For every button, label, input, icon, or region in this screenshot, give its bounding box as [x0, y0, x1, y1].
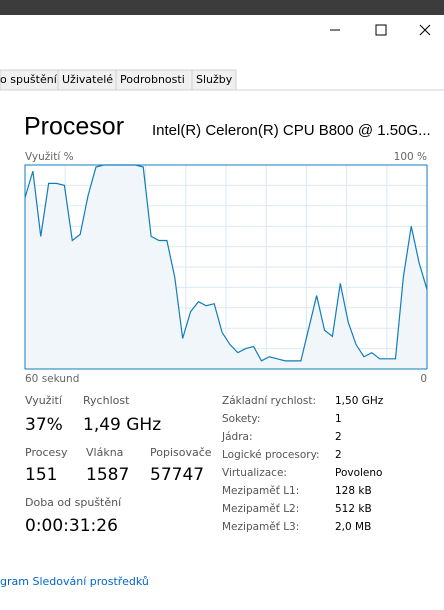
stat-value: 37% [25, 415, 63, 435]
stat-value: 57747 [150, 465, 204, 485]
detail-label: Jádra: [221, 431, 253, 443]
close-button[interactable] [419, 24, 431, 36]
stat-value: 1,49 GHz [83, 415, 161, 435]
stat-value: 151 [25, 465, 57, 485]
detail-value: 128 kB [335, 485, 372, 497]
detail-label: Sokety: [222, 413, 260, 425]
detail-value: Povoleno [335, 467, 382, 479]
detail-value: 2 [335, 431, 342, 443]
stat-label: Rychlost [83, 394, 130, 407]
detail-value: 2,0 MB [335, 521, 371, 533]
graph-border [24, 164, 428, 370]
tab[interactable]: Podrobnosti [120, 73, 185, 86]
detail-value: 1 [335, 413, 342, 425]
usage-line [24, 164, 428, 362]
detail-label: Mezipaměť L3: [222, 521, 299, 533]
stat-label: Vlákna [86, 446, 123, 459]
detail-label: Logické procesory: [222, 449, 320, 461]
x-left-label: 60 sekund [25, 373, 79, 385]
top-bar [0, 0, 444, 15]
x-right-label: 0 [420, 373, 427, 385]
detail-label: Mezipaměť L1: [222, 485, 299, 497]
title: Procesor [24, 113, 124, 141]
stat-label: Doba od spuštění [25, 496, 122, 509]
stat-value: 1587 [86, 465, 129, 485]
tab[interactable]: Uživatelé [62, 73, 113, 86]
y-label: Využití % [25, 151, 74, 163]
stat-value: 0:00:31:26 [25, 516, 118, 536]
detail-value: 2 [335, 449, 342, 461]
maximize-button[interactable] [375, 24, 387, 36]
y-max-label: 100 % [394, 151, 427, 163]
stat-label: Procesy [25, 446, 68, 459]
cpu-name: Intel(R) Celeron(R) CPU B800 @ 1.50G... [152, 122, 431, 139]
stat-label: Popisovače [150, 446, 212, 459]
usage-area [25, 165, 427, 369]
detail-label: Virtualizace: [222, 467, 287, 479]
detail-label: Základní rychlost: [222, 395, 316, 407]
stat-label: Využití [25, 394, 63, 407]
tab[interactable]: Služby [196, 73, 233, 86]
tab[interactable]: o spuštění [0, 73, 58, 86]
detail-value: 512 kB [335, 503, 372, 515]
detail-value: 1,50 GHz [335, 395, 384, 407]
detail-label: Mezipaměť L2: [222, 503, 299, 515]
resource-monitor-link[interactable]: gram Sledování prostředků [0, 575, 149, 588]
